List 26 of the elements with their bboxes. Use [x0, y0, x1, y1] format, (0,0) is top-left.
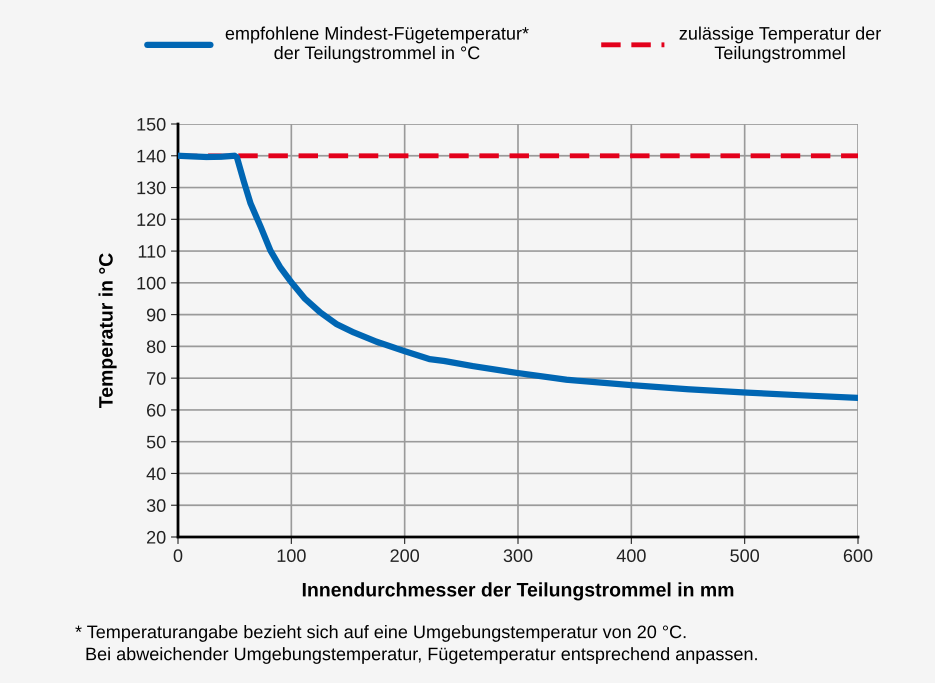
legend-label: empfohlene Mindest-Fügetemperatur* der Teilungstrommel in °C [226, 26, 529, 63]
y-tick-label: 140 [137, 150, 166, 162]
y-tick-label: 30 [146, 499, 166, 512]
x-tick-label: 100 [278, 549, 306, 562]
y-tick-label: 50 [146, 436, 166, 448]
y-tick-label: 100 [137, 276, 166, 290]
text: * Temperaturangabe bezieht sich auf eine Umgebungstemperatur von 20 °C. Bei abweichender Umgebungstemperatur, Fügetemperatur entsprechend anpassen. [75, 625, 757, 664]
x-tick-label: 0 [174, 549, 182, 562]
y-tick-label: 60 [147, 404, 166, 417]
legend-label: zulässige Temperatur der Teilungstrommel [680, 26, 881, 63]
y-tick-label: 130 [137, 181, 166, 194]
x-tick-label: 400 [616, 549, 646, 562]
y-tick-label: 120 [137, 213, 166, 226]
y-tick-label: 70 [147, 372, 166, 385]
y-tick-label: 20 [147, 530, 166, 544]
x-tick-label: 300 [504, 549, 532, 562]
x-tick-label: 600 [844, 549, 872, 562]
y-axis-title: Temperatur in °C [98, 253, 117, 408]
x-axis-title: Innendurchmesser der Teilungstrommel in mm [302, 582, 734, 601]
y-tick-label: 90 [146, 308, 166, 322]
y-tick-label: 80 [146, 340, 166, 354]
y-tick-label: 110 [138, 245, 166, 258]
y-tick-label: 150 [137, 118, 166, 131]
x-tick-label: 500 [730, 549, 760, 562]
y-tick-label: 40 [146, 467, 166, 480]
x-tick-label: 200 [390, 549, 420, 562]
